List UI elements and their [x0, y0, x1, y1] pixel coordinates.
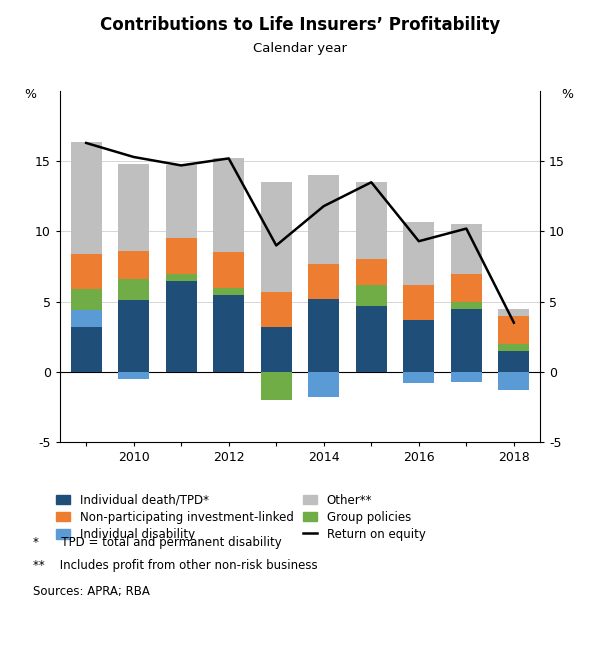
Bar [308, 299, 339, 372]
Bar [499, 316, 529, 344]
Bar [213, 252, 244, 287]
Text: Calendar year: Calendar year [253, 42, 347, 55]
Bar [213, 294, 244, 372]
Bar [166, 274, 197, 281]
Bar [356, 306, 387, 372]
Bar [403, 222, 434, 285]
Text: %: % [561, 88, 573, 101]
Bar [403, 372, 434, 383]
Text: %: % [24, 88, 36, 101]
Bar [499, 344, 529, 351]
Legend: Individual death/TPD*, Non-participating investment-linked, Individual disabilit: Individual death/TPD*, Non-participating… [56, 493, 426, 541]
Bar [308, 372, 339, 397]
Bar [451, 224, 482, 274]
Bar [499, 309, 529, 316]
Bar [261, 292, 292, 327]
Bar [118, 372, 149, 379]
Bar [403, 320, 434, 372]
Bar [213, 287, 244, 294]
Bar [71, 327, 101, 372]
Bar [451, 309, 482, 372]
Bar [451, 274, 482, 302]
Bar [499, 351, 529, 372]
Text: Sources: APRA; RBA: Sources: APRA; RBA [33, 585, 150, 598]
Bar [356, 259, 387, 285]
Bar [451, 302, 482, 309]
Text: Contributions to Life Insurers’ Profitability: Contributions to Life Insurers’ Profitab… [100, 16, 500, 34]
Bar [166, 165, 197, 239]
Bar [261, 327, 292, 372]
Text: **    Includes profit from other non-risk business: ** Includes profit from other non-risk b… [33, 559, 317, 572]
Bar [308, 176, 339, 264]
Bar [261, 182, 292, 292]
Bar [403, 285, 434, 320]
Bar [118, 300, 149, 372]
Bar [71, 289, 101, 310]
Bar [118, 251, 149, 279]
Bar [213, 159, 244, 252]
Text: *      TPD = total and permanent disability: * TPD = total and permanent disability [33, 536, 282, 549]
Bar [118, 164, 149, 251]
Bar [118, 279, 149, 300]
Bar [71, 142, 101, 254]
Bar [356, 285, 387, 306]
Bar [261, 372, 292, 400]
Bar [71, 254, 101, 289]
Bar [166, 281, 197, 372]
Bar [356, 182, 387, 259]
Bar [166, 239, 197, 274]
Bar [308, 264, 339, 299]
Bar [71, 310, 101, 327]
Bar [499, 372, 529, 390]
Bar [451, 372, 482, 382]
